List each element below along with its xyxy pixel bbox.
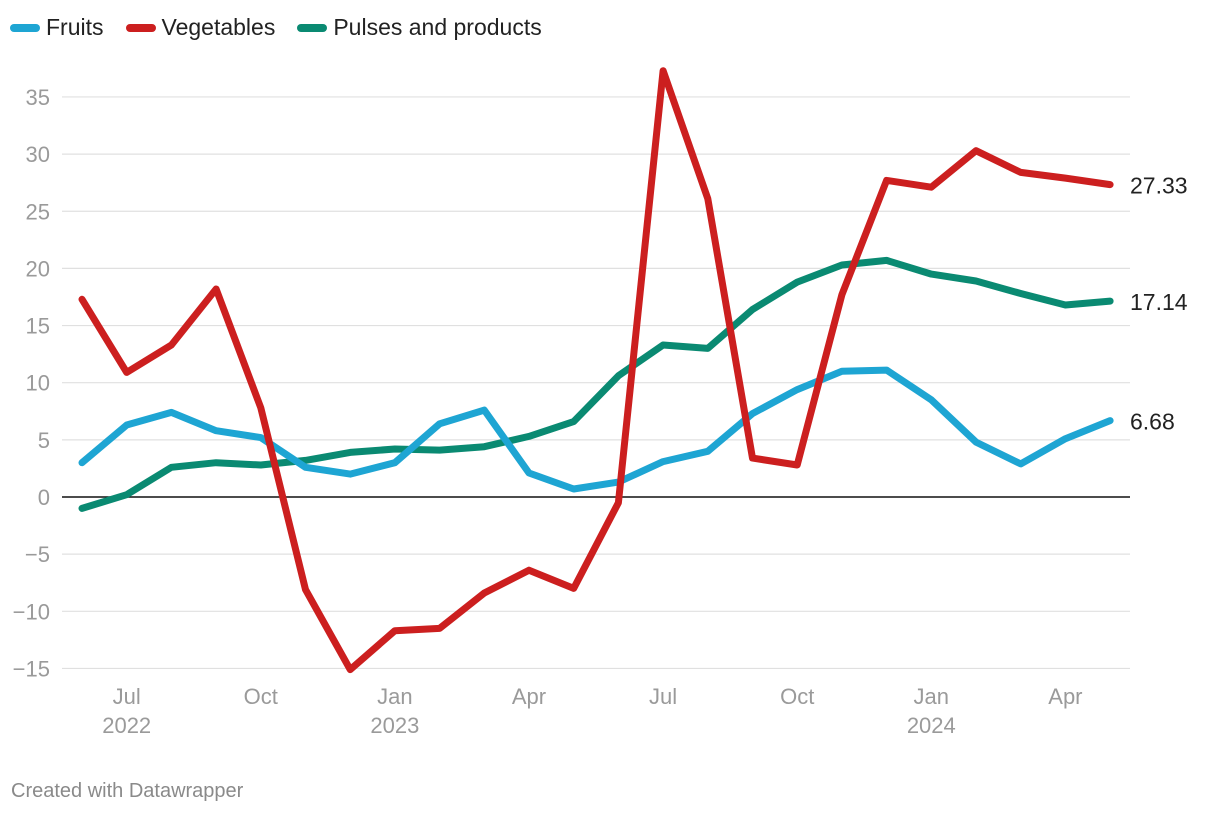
- y-tick-label: 20: [26, 256, 50, 281]
- x-tick-label: Oct: [244, 684, 278, 709]
- y-tick-label: 15: [26, 314, 50, 339]
- end-labels: 6.68 27.33 17.14: [1130, 173, 1188, 435]
- legend-label-vegetables: Vegetables: [161, 14, 276, 40]
- y-axis-ticks: 35 30 25 20 15 10 5 0 −5 −10 −15: [13, 85, 50, 682]
- legend-label-pulses: Pulses and products: [333, 14, 542, 40]
- legend-item-vegetables[interactable]: Vegetables: [125, 14, 276, 41]
- series-line-pulses-and-products[interactable]: [78, 256, 1114, 512]
- y-tick-label: −10: [13, 599, 50, 624]
- end-label-vegetables: 27.33: [1130, 173, 1188, 199]
- x-tick-label: Apr: [512, 684, 546, 709]
- y-tick-label: 30: [26, 142, 50, 167]
- y-tick-label: 0: [38, 485, 50, 510]
- x-axis-ticks: Jul 2022 Oct Jan 2023 Apr Jul Oct Jan 2024 Apr: [102, 684, 1082, 738]
- x-tick-label: Jul: [649, 684, 677, 709]
- footer-credit: Created with Datawrapper: [11, 780, 244, 802]
- series-line-vegetables[interactable]: [78, 67, 1114, 674]
- y-tick-label: −15: [13, 656, 50, 681]
- y-tick-label: 5: [38, 428, 50, 453]
- legend-swatch-vegetables: [125, 23, 156, 32]
- x-tick-label: Oct: [780, 684, 814, 709]
- x-tick-label: Jan: [914, 684, 949, 709]
- gridlines: [62, 96, 1130, 670]
- y-tick-label: −5: [25, 542, 50, 567]
- end-label-fruits: 6.68: [1130, 409, 1175, 435]
- x-tick-label: Apr: [1048, 684, 1082, 709]
- y-tick-label: 10: [26, 371, 50, 396]
- x-tick-label: Jul: [113, 684, 141, 709]
- legend-swatch-pulses: [297, 23, 328, 32]
- legend-item-fruits[interactable]: Fruits: [10, 14, 104, 41]
- legend: Fruits Vegetables Pulses and products: [10, 14, 542, 41]
- y-tick-label: 25: [26, 199, 50, 224]
- series-lines: [78, 67, 1114, 674]
- legend-swatch-fruits: [10, 23, 40, 32]
- x-tick-label: Jan: [377, 684, 412, 709]
- line-chart: 35 30 25 20 15 10 5 0 −5 −10 −15 Jul 2022 Oct Jan 2023…: [13, 67, 1188, 738]
- x-tick-year-label: 2024: [907, 713, 956, 738]
- legend-item-pulses[interactable]: Pulses and products: [297, 14, 542, 41]
- x-tick-year-label: 2023: [370, 713, 419, 738]
- legend-label-fruits: Fruits: [46, 14, 104, 40]
- x-tick-year-label: 2022: [102, 713, 151, 738]
- y-tick-label: 35: [26, 85, 50, 110]
- end-label-pulses-and-products: 17.14: [1130, 289, 1188, 315]
- series-line-fruits[interactable]: [78, 366, 1114, 493]
